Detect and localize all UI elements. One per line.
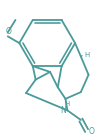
- Text: O: O: [89, 127, 95, 136]
- Text: H: H: [85, 52, 90, 58]
- Text: H: H: [64, 101, 69, 107]
- Text: O: O: [5, 27, 11, 36]
- Text: N: N: [61, 106, 66, 115]
